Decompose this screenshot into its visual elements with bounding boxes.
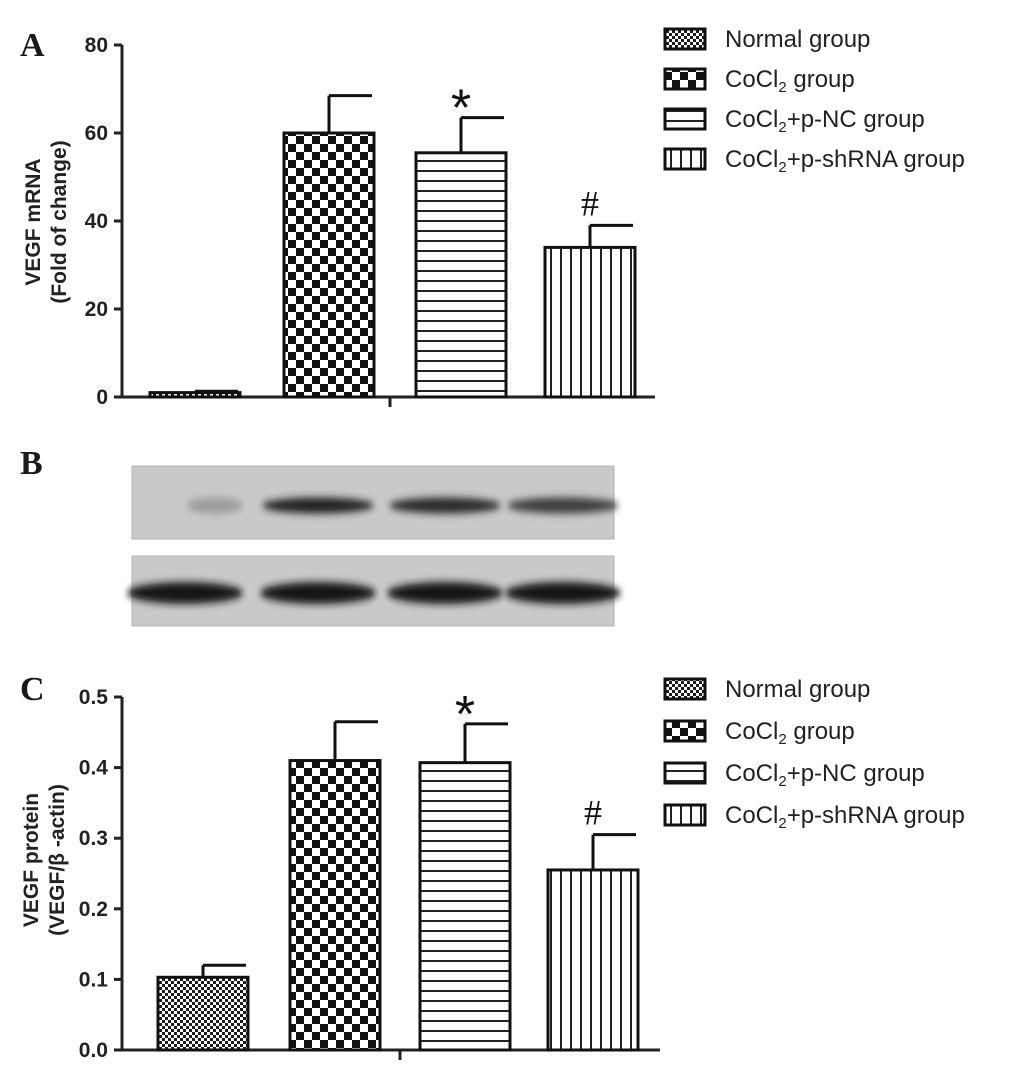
legend-label-rest: group	[787, 66, 855, 93]
legend-label: CoCl2+p-NC group	[725, 760, 925, 790]
legend-swatch	[663, 147, 707, 171]
y-tick-label: 0.5	[79, 686, 109, 709]
blot-band	[389, 497, 501, 514]
legend-label: CoCl2 group	[725, 718, 855, 748]
legend-label-subscript: 2	[778, 159, 786, 176]
bar	[156, 975, 250, 1052]
legend-swatch	[663, 27, 707, 51]
panel-letter-b: B	[20, 445, 43, 482]
y-tick-label: 0.1	[79, 968, 109, 991]
legend-label: CoCl2+p-shRNA group	[725, 802, 965, 832]
bar	[418, 761, 512, 1052]
bar	[414, 151, 508, 399]
legend-label: Normal group	[725, 676, 870, 703]
legend-swatch	[663, 803, 707, 827]
legend-label-subscript: 2	[778, 119, 786, 136]
legend-label: CoCl2+p-shRNA group	[725, 146, 965, 176]
y-axis-title-line: (VEGF/β -actin)	[46, 784, 69, 936]
legend-swatch	[663, 107, 707, 131]
significance-star: *	[451, 80, 471, 138]
legend-label-rest: group	[787, 718, 855, 745]
blot-band	[505, 582, 621, 604]
chart-panel-a: 0 20 40 60 80 VEGF mRNA (Fold of change) * #	[22, 34, 655, 409]
legend-label-text: Normal group	[725, 26, 870, 53]
y-tick-label: 40	[85, 210, 108, 233]
bar	[282, 131, 376, 399]
blot-band	[260, 582, 376, 604]
legend-label-subscript: 2	[778, 731, 786, 748]
y-tick-label: 0.2	[79, 898, 108, 921]
panel-letter-c: C	[20, 671, 45, 708]
blot-band	[387, 582, 503, 604]
legend-label: CoCl2+p-NC group	[725, 106, 925, 136]
legend-label-rest: +p-NC group	[787, 760, 925, 787]
legend-label-rest: +p-shRNA group	[787, 146, 965, 173]
legend-label-subscript: 2	[778, 79, 786, 96]
y-axis-title-line: (Fold of change)	[48, 140, 71, 303]
bar	[546, 868, 640, 1052]
legend-label-rest: +p-NC group	[787, 106, 925, 133]
chart-panel-c: 0.0 0.1 0.2 0.3 0.4 0.5 VEGF protein (VEGF/β -a…	[20, 686, 660, 1062]
y-tick-label: 0.3	[79, 827, 108, 850]
legend-label-subscript: 2	[778, 773, 786, 790]
significance-star: *	[455, 686, 475, 744]
y-axis-title: VEGF protein (VEGF/β -actin)	[20, 784, 69, 936]
legend-label-rest: +p-shRNA group	[787, 802, 965, 829]
legend-label-text: Normal group	[725, 676, 870, 703]
panel-letter-a: A	[20, 27, 45, 64]
legend-swatch	[663, 761, 707, 785]
legend-label-main: CoCl	[725, 802, 778, 829]
legend-swatch	[663, 67, 707, 91]
blot-band	[187, 497, 243, 514]
blot-band	[262, 497, 374, 514]
y-tick-label: 0	[96, 386, 108, 409]
legend-swatch	[663, 719, 707, 743]
y-tick-label: 20	[85, 298, 108, 321]
legend-swatch	[663, 677, 707, 701]
blot-band	[507, 497, 619, 514]
y-tick-label: 0.0	[79, 1039, 108, 1062]
blot-band	[127, 582, 243, 604]
bar	[148, 391, 242, 399]
legend-label-main: CoCl	[725, 106, 778, 133]
legend-label: Normal group	[725, 26, 870, 53]
legend-label: CoCl2 group	[725, 66, 855, 96]
y-tick-label: 0.4	[79, 757, 109, 780]
legend-label-main: CoCl	[725, 146, 778, 173]
y-tick-label: 60	[85, 122, 108, 145]
legend-label-main: CoCl	[725, 718, 778, 745]
legend-label-main: CoCl	[725, 66, 778, 93]
y-axis-title-line: VEGF mRNA	[22, 158, 45, 285]
legend-label-subscript: 2	[778, 815, 786, 832]
y-axis-title-line: VEGF protein	[20, 793, 43, 927]
bar	[288, 759, 382, 1052]
legend-label-main: CoCl	[725, 760, 778, 787]
significance-hash: #	[584, 793, 602, 833]
bar	[543, 245, 637, 399]
y-axis-title: VEGF mRNA (Fold of change)	[22, 140, 71, 303]
western-blot-panel-b	[127, 465, 621, 627]
y-tick-label: 80	[85, 34, 108, 57]
significance-hash: #	[581, 183, 599, 223]
